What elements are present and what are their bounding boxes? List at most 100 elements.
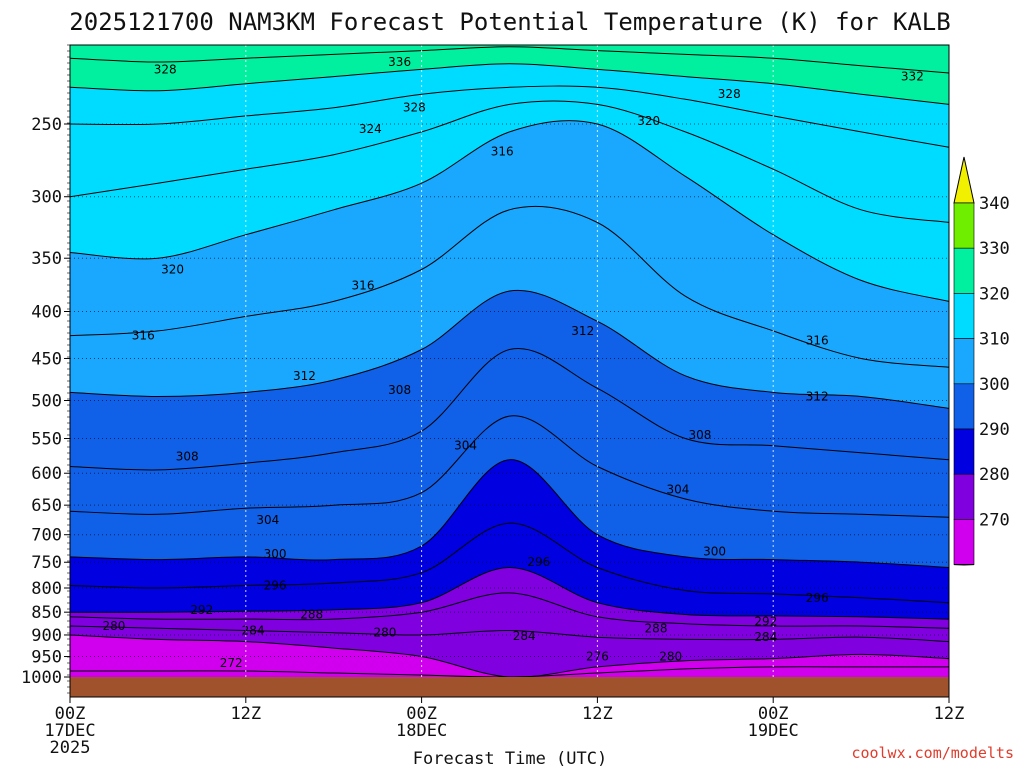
- colorbar-segment-280: [953, 473, 975, 520]
- colorbar-label: 340: [979, 194, 1010, 214]
- isentrope-316: [70, 205, 949, 368]
- contour-label: 280: [659, 650, 682, 664]
- contour-labels: 328 336 328 324 316 320 328 332 320 316 316 312 316 3…: [102, 55, 923, 670]
- isentrope-288: [70, 592, 949, 629]
- y-tick-label: 750: [31, 553, 62, 573]
- contour-label: 308: [688, 428, 711, 442]
- y-tick-label: 350: [31, 249, 62, 269]
- contour-label: 316: [806, 333, 829, 347]
- contour-label: 336: [388, 55, 411, 69]
- contour-label: 276: [586, 650, 609, 664]
- theta-band-above-336: [70, 45, 949, 73]
- colorbar-label: 320: [979, 284, 1010, 304]
- x-tick-label: 12Z: [230, 704, 261, 724]
- contour-label: 284: [754, 630, 777, 644]
- colorbar-label: 280: [979, 465, 1010, 485]
- colorbar-segment-290: [953, 428, 975, 475]
- contour-label: 312: [293, 369, 316, 383]
- contour-label: 296: [806, 591, 829, 605]
- contour-label: 304: [667, 483, 690, 497]
- y-tick-label: 650: [31, 496, 62, 516]
- x-tick-label: 12Z: [934, 704, 965, 724]
- colorbar-label: 290: [979, 420, 1010, 440]
- colorbar-label: 270: [979, 510, 1010, 530]
- isentrope-308: [70, 347, 949, 471]
- isentrope-296: [70, 522, 949, 604]
- contour-label: 328: [154, 62, 177, 76]
- colorbar-segment-310: [953, 338, 975, 385]
- contour-label: 272: [220, 656, 243, 670]
- y-tick-label: 850: [31, 603, 62, 623]
- contour-label: 316: [491, 145, 514, 159]
- y-tick-label: 500: [31, 392, 62, 412]
- y-tick-label: 450: [31, 349, 62, 369]
- y-tick-label: 600: [31, 464, 62, 484]
- isentrope-336: [70, 46, 949, 74]
- colorbar-label: 300: [979, 375, 1010, 395]
- plot-frame: [69, 44, 950, 698]
- colorbar-segment-340: [953, 202, 975, 249]
- contour-label: 308: [176, 449, 199, 463]
- contour-label: 320: [161, 262, 184, 276]
- colorbar-label: 310: [979, 330, 1010, 350]
- isentrope-324: [70, 100, 949, 223]
- contour-label: 288: [645, 621, 668, 635]
- x-tick-label: 2025: [50, 738, 91, 758]
- x-tick-label: 18DEC: [396, 721, 447, 741]
- x-tick-label: 12Z: [582, 704, 613, 724]
- contour-label: 296: [264, 578, 287, 592]
- isentrope-292: [70, 566, 949, 620]
- credit-link[interactable]: coolwx.com/modelts: [851, 744, 1014, 762]
- contour-label: 292: [754, 614, 777, 628]
- chart-title: 2025121700 NAM3KM Forecast Potential Tem…: [69, 8, 950, 36]
- x-tick-label: 19DEC: [748, 721, 799, 741]
- y-tick-label: 800: [31, 579, 62, 599]
- contour-label: 300: [703, 544, 726, 558]
- isentrope-300: [70, 459, 949, 568]
- ground-below-surface: [70, 677, 949, 697]
- isentrope-312: [70, 289, 949, 409]
- contour-label: 284: [242, 624, 265, 638]
- x-axis-title: Forecast Time (UTC): [413, 749, 607, 768]
- contour-label: 316: [352, 279, 375, 293]
- contour-label: 308: [388, 383, 411, 397]
- y-tick-label: 900: [31, 626, 62, 646]
- contour-label: 280: [374, 626, 397, 640]
- colorbar-segment-320: [953, 293, 975, 339]
- grid-lines: [70, 45, 949, 697]
- colorbar-segment-300: [953, 383, 975, 430]
- y-tick-label: 550: [31, 430, 62, 450]
- contour-label: 324: [359, 122, 382, 136]
- y-tick-label: 300: [31, 188, 62, 208]
- x-tick-label: 17DEC: [44, 721, 95, 741]
- contour-label: 304: [454, 439, 477, 453]
- isentrope-328: [70, 85, 949, 148]
- contour-label: 328: [403, 101, 426, 115]
- y-tick-label: 950: [31, 648, 62, 668]
- contour-label: 292: [190, 603, 213, 617]
- contour-label: 288: [300, 608, 323, 622]
- theta-color-fills: [70, 45, 949, 697]
- x-tick-label: 00Z: [406, 704, 437, 724]
- contour-label: 284: [513, 629, 536, 643]
- x-tick-label: 00Z: [758, 704, 789, 724]
- colorbar-top-arrow: [953, 156, 975, 204]
- contour-label: 320: [637, 114, 660, 128]
- isentrope-332: [70, 63, 949, 105]
- isentrope-284: [70, 625, 949, 643]
- theta-band-above-332: [70, 45, 949, 105]
- contour-label: 312: [571, 324, 594, 338]
- isentrope-304: [70, 415, 949, 518]
- contour-label: 332: [901, 70, 924, 84]
- y-tick-label: 1000: [21, 668, 62, 688]
- contour-label: 280: [102, 619, 125, 633]
- contour-label: 328: [718, 87, 741, 101]
- y-axis: 250 300 350 400 450 500 550 600 650 700 750 800 850 9…: [21, 44, 70, 694]
- colorbar-legend: 340 330 320 310 300 290 280 270: [953, 156, 1010, 566]
- y-tick-label: 700: [31, 526, 62, 546]
- contour-label: 304: [256, 513, 279, 527]
- y-tick-label: 400: [31, 302, 62, 322]
- colorbar-segment-270: [953, 519, 975, 565]
